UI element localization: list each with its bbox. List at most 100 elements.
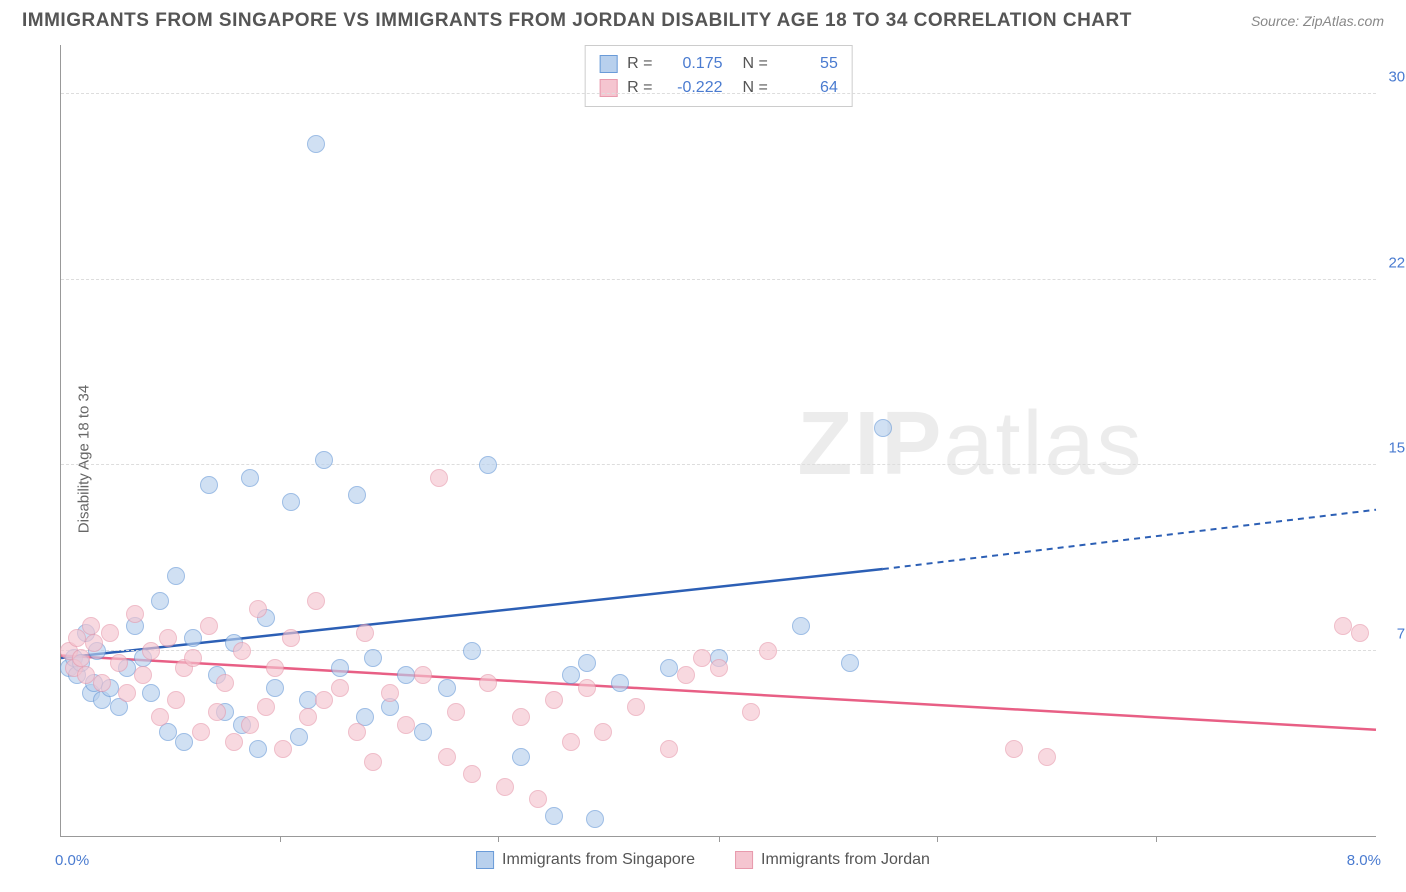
data-point bbox=[241, 469, 259, 487]
data-point bbox=[512, 708, 530, 726]
data-point bbox=[841, 654, 859, 672]
data-point bbox=[134, 666, 152, 684]
data-point bbox=[77, 666, 95, 684]
data-point bbox=[101, 624, 119, 642]
chart-container: Disability Age 18 to 34 ZIPatlas R =0.17… bbox=[15, 40, 1391, 877]
data-point bbox=[586, 810, 604, 828]
data-point bbox=[266, 659, 284, 677]
data-point bbox=[159, 629, 177, 647]
data-point bbox=[529, 790, 547, 808]
data-point bbox=[299, 708, 317, 726]
stat-n-label: N = bbox=[743, 76, 768, 100]
data-point bbox=[578, 679, 596, 697]
legend-swatch bbox=[476, 851, 494, 869]
data-point bbox=[447, 703, 465, 721]
y-tick-label: 15.0% bbox=[1388, 440, 1406, 457]
legend-swatch bbox=[735, 851, 753, 869]
y-tick-label: 7.5% bbox=[1397, 625, 1406, 642]
data-point bbox=[315, 691, 333, 709]
data-point bbox=[110, 654, 128, 672]
gridline bbox=[61, 464, 1376, 465]
data-point bbox=[438, 679, 456, 697]
x-tick bbox=[719, 836, 720, 842]
data-point bbox=[93, 674, 111, 692]
data-point bbox=[72, 649, 90, 667]
data-point bbox=[397, 716, 415, 734]
stat-row: R = -0.222 N = 64 bbox=[599, 76, 838, 100]
data-point bbox=[627, 698, 645, 716]
data-point bbox=[331, 659, 349, 677]
data-point bbox=[274, 740, 292, 758]
data-point bbox=[430, 469, 448, 487]
data-point bbox=[742, 703, 760, 721]
gridline bbox=[61, 279, 1376, 280]
x-tick bbox=[1156, 836, 1157, 842]
data-point bbox=[710, 659, 728, 677]
x-tick bbox=[937, 836, 938, 842]
data-point bbox=[249, 740, 267, 758]
data-point bbox=[660, 659, 678, 677]
data-point bbox=[167, 567, 185, 585]
data-point bbox=[874, 419, 892, 437]
data-point bbox=[233, 642, 251, 660]
data-point bbox=[479, 456, 497, 474]
data-point bbox=[257, 698, 275, 716]
data-point bbox=[331, 679, 349, 697]
data-point bbox=[216, 674, 234, 692]
data-point bbox=[545, 807, 563, 825]
data-point bbox=[192, 723, 210, 741]
data-point bbox=[693, 649, 711, 667]
y-tick-label: 30.0% bbox=[1388, 69, 1406, 86]
stat-r-label: R = bbox=[627, 52, 652, 76]
stat-r-label: R = bbox=[627, 76, 652, 100]
data-point bbox=[414, 666, 432, 684]
data-point bbox=[545, 691, 563, 709]
data-point bbox=[85, 634, 103, 652]
data-point bbox=[315, 451, 333, 469]
data-point bbox=[562, 733, 580, 751]
legend-entry: Immigrants from Jordan bbox=[735, 851, 930, 869]
stat-row: R =0.175N =55 bbox=[599, 52, 838, 76]
stat-n-value: 64 bbox=[778, 76, 838, 100]
data-point bbox=[175, 733, 193, 751]
data-point bbox=[249, 600, 267, 618]
data-point bbox=[299, 691, 317, 709]
stat-n-value: 55 bbox=[778, 52, 838, 76]
data-point bbox=[496, 778, 514, 796]
data-point bbox=[1334, 617, 1352, 635]
data-point bbox=[792, 617, 810, 635]
plot-area: ZIPatlas R =0.175N =55R =-0.222N =64 7.5… bbox=[60, 45, 1376, 837]
trend-lines bbox=[61, 45, 1376, 836]
data-point bbox=[82, 617, 100, 635]
data-point bbox=[364, 649, 382, 667]
bottom-legend: Immigrants from Singapore Immigrants from… bbox=[476, 851, 930, 869]
stat-r-value: 0.175 bbox=[663, 52, 723, 76]
data-point bbox=[307, 135, 325, 153]
data-point bbox=[151, 592, 169, 610]
data-point bbox=[266, 679, 284, 697]
data-point bbox=[200, 617, 218, 635]
correlation-stat-box: R = 0.175 N = 55R = -0.222 N = 64 bbox=[584, 45, 853, 107]
series-swatch bbox=[599, 55, 617, 73]
data-point bbox=[759, 642, 777, 660]
data-point bbox=[611, 674, 629, 692]
data-point bbox=[364, 753, 382, 771]
data-point bbox=[167, 691, 185, 709]
data-point bbox=[184, 629, 202, 647]
data-point bbox=[463, 642, 481, 660]
stat-r-value: -0.222 bbox=[663, 76, 723, 100]
data-point bbox=[208, 703, 226, 721]
data-point bbox=[1005, 740, 1023, 758]
legend-label: Immigrants from Singapore bbox=[502, 851, 695, 869]
chart-title: IMMIGRANTS FROM SINGAPORE VS IMMIGRANTS … bbox=[22, 10, 1132, 32]
data-point bbox=[1351, 624, 1369, 642]
x-tick bbox=[498, 836, 499, 842]
source-attribution: Source: ZipAtlas.com bbox=[1251, 13, 1384, 29]
data-point bbox=[381, 684, 399, 702]
data-point bbox=[348, 723, 366, 741]
x-axis-max-label: 8.0% bbox=[1347, 852, 1381, 869]
data-point bbox=[225, 733, 243, 751]
data-point bbox=[241, 716, 259, 734]
legend-entry: Immigrants from Singapore bbox=[476, 851, 695, 869]
data-point bbox=[184, 649, 202, 667]
